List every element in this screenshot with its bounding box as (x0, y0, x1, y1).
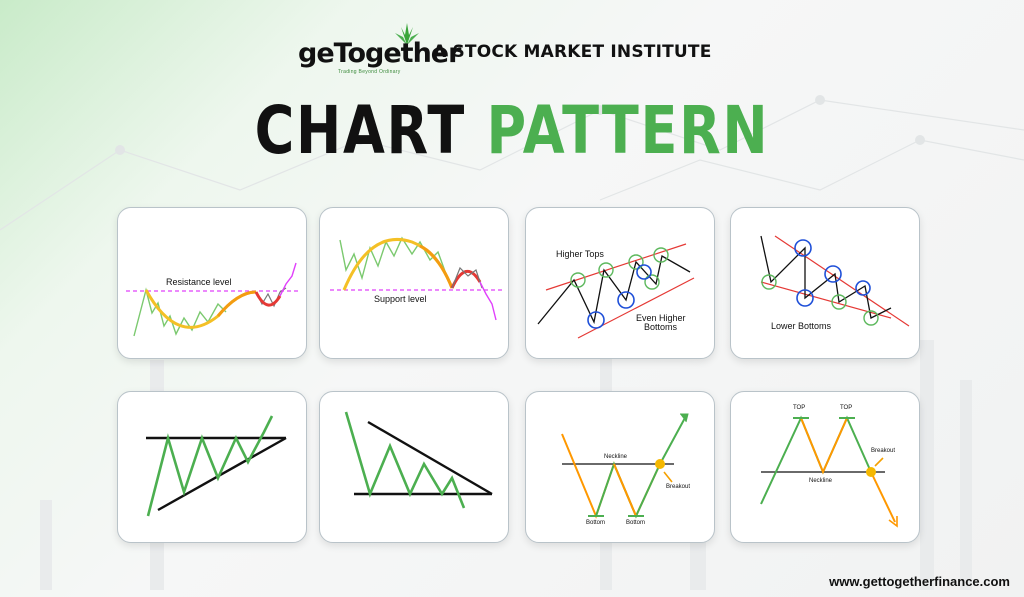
lower-bottoms-label: Lower Bottoms (771, 321, 832, 331)
top-label-1: TOP (793, 405, 806, 411)
bottoms-label: Bottoms (644, 322, 678, 332)
neckline-label: Neckline (809, 478, 833, 484)
resistance-label: Resistance level (166, 277, 232, 287)
website-url[interactable]: www.gettogetherfinance.com (829, 574, 1010, 589)
higher-tops-label: Higher Tops (556, 249, 604, 259)
brand-name: geTogether (298, 38, 461, 69)
card-double-bottom: Neckline Breakout Bottom Bottom (525, 391, 715, 543)
card-resistance-level: Resistance level (117, 207, 307, 359)
descending-triangle-diagram (344, 411, 493, 509)
double-top-diagram (760, 415, 898, 528)
double-bottom-diagram (561, 413, 689, 519)
neckline-label: Neckline (604, 454, 628, 460)
breakout-label: Breakout (871, 448, 896, 454)
card-ascending-triangle (117, 391, 307, 543)
even-higher-label: Even Higher (636, 313, 686, 323)
institute-name: A STOCK MARKET INSTITUTE (433, 42, 712, 62)
top-label-2: TOP (840, 405, 853, 411)
bottom-label-2: Bottom (626, 520, 646, 526)
brand-tagline: Trading Beyond Ordinary (338, 69, 401, 75)
card-descending-triangle (319, 391, 509, 543)
card-higher-tops: Higher Tops Even Higher Bottoms (525, 207, 715, 359)
breakout-label: Breakout (666, 484, 691, 490)
header: geTogether Trading Beyond Ordinary A STO… (0, 20, 1024, 75)
support-pattern-diagram (330, 236, 504, 321)
resistance-pattern-diagram (126, 262, 300, 337)
page-title: CHART PATTERN (92, 96, 932, 166)
ascending-triangle-diagram (146, 415, 287, 517)
lower-bottoms-diagram (760, 235, 910, 327)
leaf-logo-icon (395, 23, 419, 45)
higher-tops-diagram (537, 243, 695, 339)
title-word-chart: CHART (254, 92, 466, 169)
card-double-top: TOP TOP Breakout Neckline (730, 391, 920, 543)
card-lower-bottoms: Lower Bottoms (730, 207, 920, 359)
bottom-label-1: Bottom (586, 520, 606, 526)
title-word-pattern: PATTERN (486, 92, 770, 169)
card-support-level: Support level (319, 207, 509, 359)
support-label: Support level (374, 294, 427, 304)
